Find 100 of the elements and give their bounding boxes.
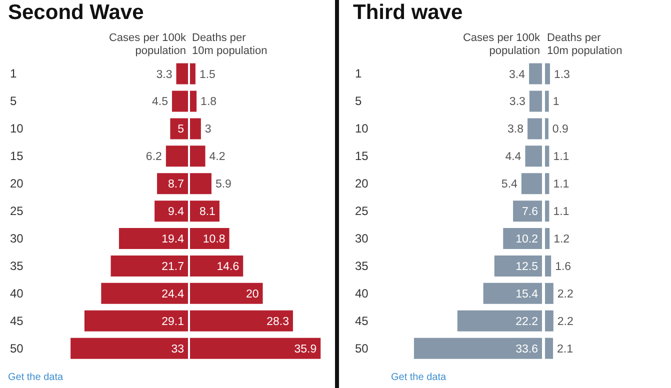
y-tick-label: 25	[10, 204, 24, 218]
bar	[457, 310, 542, 332]
data-label: 0.9	[552, 124, 568, 136]
data-label: 19.4	[162, 234, 185, 246]
y-tick-label: 40	[10, 286, 24, 300]
y-tick-label: 40	[355, 286, 369, 300]
y-tick-label: 1	[10, 66, 17, 81]
data-label: 33	[171, 343, 184, 356]
data-label: 1.1	[553, 151, 570, 164]
y-tick-label: 15	[355, 149, 369, 164]
text: Get the data	[391, 372, 446, 383]
bar	[101, 282, 188, 304]
bar	[110, 255, 188, 276]
data-label: 1.5	[199, 68, 216, 81]
data-label: 22.2	[516, 316, 538, 328]
bar	[190, 90, 197, 112]
data-label: 3.8	[508, 124, 524, 136]
data-label: 6.2	[146, 151, 162, 164]
data-label: 28.3	[266, 316, 289, 328]
bar	[513, 200, 542, 222]
bar	[190, 310, 293, 332]
data-label: 8.7	[168, 178, 184, 191]
chart-subtitle: Cases per 100k population	[108, 32, 186, 58]
y-tick-label: 25	[355, 204, 369, 218]
y-tick-label: 30	[355, 231, 369, 246]
y-tick-label: 10	[355, 122, 369, 136]
chart-subtitle: Cases per 100k population	[462, 32, 540, 58]
data-label: 1	[552, 96, 560, 108]
bar	[190, 173, 212, 194]
text: Get the data	[8, 372, 64, 383]
bar	[118, 228, 188, 250]
bar	[525, 146, 542, 167]
data-label: 5	[178, 124, 184, 136]
y-tick-label: 50	[10, 341, 24, 356]
data-label: 24.4	[162, 288, 185, 300]
y-tick-label: 20	[355, 176, 369, 191]
bar	[157, 173, 188, 194]
data-label: 3.3	[156, 68, 172, 81]
data-label: 7.6	[522, 206, 538, 218]
data-label: 5.9	[215, 178, 232, 191]
bar	[414, 338, 542, 359]
text: Deaths per 10m population	[547, 32, 624, 58]
y-tick-label: 45	[10, 314, 24, 328]
data-label: 15.4	[516, 288, 539, 300]
data-label: 1.6	[555, 260, 572, 273]
data-label: 3.3	[509, 96, 526, 108]
data-label: 4.2	[209, 151, 226, 164]
y-tick-label: 35	[10, 258, 24, 273]
data-label: 4.5	[152, 96, 168, 108]
data-label: 33.6	[516, 343, 538, 356]
bar	[190, 255, 244, 276]
bar	[483, 282, 542, 304]
data-label: 8.1	[199, 206, 216, 218]
y-tick-label: 5	[355, 94, 362, 108]
chart-title: Second Wave	[8, 1, 144, 25]
bar	[529, 90, 542, 112]
bar	[70, 338, 188, 359]
bar	[190, 63, 196, 84]
data-label: 3	[204, 124, 212, 136]
data-label: 2.2	[557, 288, 574, 300]
y-tick-label: 15	[10, 149, 24, 164]
bar	[190, 228, 230, 250]
y-tick-label: 20	[10, 176, 24, 191]
bar	[176, 63, 188, 84]
bar	[166, 146, 188, 167]
data-label: 2.2	[557, 316, 574, 328]
bar	[503, 228, 542, 250]
bar	[190, 338, 321, 359]
data-label: 2.1	[557, 343, 574, 356]
data-label: 12.5	[516, 260, 538, 273]
data-label: 4.4	[505, 151, 522, 164]
y-tick-label: 1	[355, 66, 362, 81]
bar	[154, 200, 188, 222]
data-label: 1.1	[553, 206, 570, 218]
bar	[521, 173, 542, 194]
bar	[172, 90, 188, 112]
bar	[84, 310, 188, 332]
y-tick-label: 30	[10, 231, 24, 246]
data-label: 35.9	[294, 343, 317, 356]
bar	[529, 63, 542, 84]
y-tick-label: 50	[355, 341, 369, 356]
data-label: 14.6	[216, 260, 240, 273]
data-label: 9.4	[168, 206, 185, 218]
y-tick-label: 45	[355, 314, 369, 328]
data-label: 1.1	[553, 178, 570, 191]
data-label: 1.3	[554, 68, 570, 81]
bar	[190, 118, 201, 140]
data-label: 5.4	[501, 178, 518, 191]
bar	[190, 200, 220, 222]
data-label: 10.8	[202, 234, 226, 246]
bar	[170, 118, 188, 140]
data-label: 29.1	[162, 316, 184, 328]
data-label: 1.8	[200, 96, 217, 108]
bar	[494, 255, 542, 276]
bar	[528, 118, 542, 140]
data-label: 1.2	[554, 234, 570, 246]
data-label: 3.4	[509, 68, 526, 81]
y-tick-label: 10	[10, 122, 24, 136]
bar	[190, 146, 206, 167]
data-label: 21.7	[162, 260, 184, 273]
